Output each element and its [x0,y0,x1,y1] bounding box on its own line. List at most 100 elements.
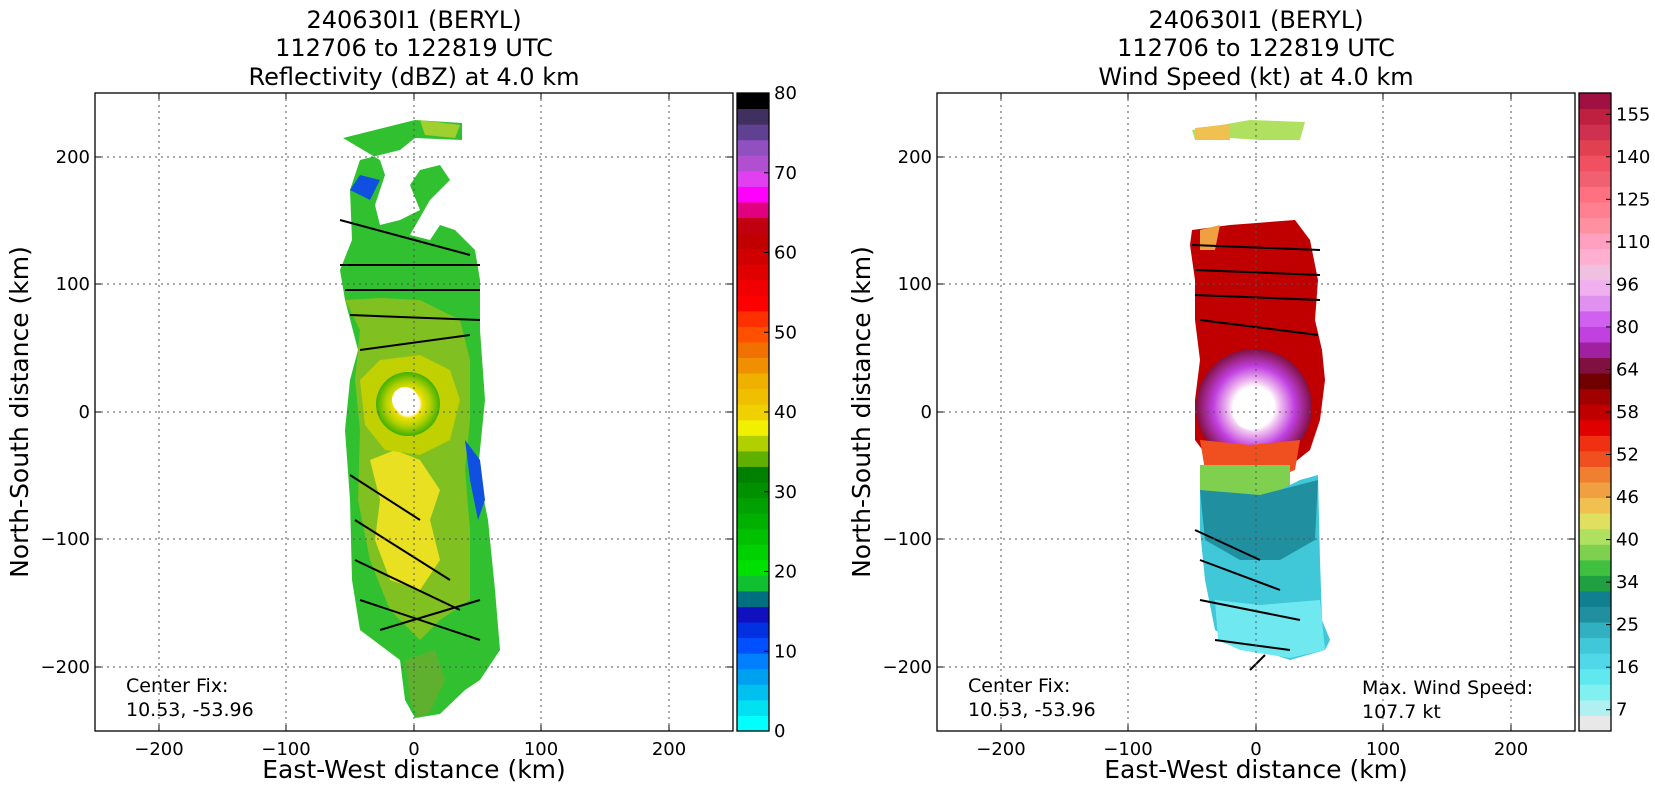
colorbar-tick-label: 40 [1616,530,1639,551]
colorbar-swatch [737,170,769,187]
panel1-title-line3: Reflectivity (dBZ) at 4.0 km [249,63,580,91]
colorbar-swatch [1579,404,1611,421]
panel-wind-speed: 240630I1 (BERYL) 112706 to 122819 UTC Wi… [847,6,1650,784]
colorbar-swatch [1579,544,1611,561]
colorbar-tick-label: 0 [774,721,785,742]
colorbar-tick-label: 7 [1616,700,1627,721]
colorbar-swatch [1579,295,1611,312]
colorbar-tick-label: 16 [1616,657,1639,678]
colorbar-swatch [1579,357,1611,374]
panel1-xtick-label: 200 [652,739,686,760]
max-wind-speed-value: 107.7 kt [1362,701,1441,723]
colorbar-swatch [1579,108,1611,125]
colorbar-swatch [737,482,769,499]
colorbar-tick-label: 10 [774,641,797,662]
colorbar-swatch [1579,419,1611,436]
colorbar-swatch [1579,684,1611,701]
panel2-xtick-label: −200 [976,739,1025,760]
colorbar-swatch [737,373,769,390]
colorbar-swatch [1579,450,1611,467]
colorbar-swatch [737,124,769,141]
colorbar-swatch [1579,93,1611,110]
wind-speed-colorbar-ticks: 7 16 25 34 40 46 52 58 64 80 96 110 125 140 155 [1606,104,1650,721]
colorbar-swatch [1579,637,1611,654]
colorbar-tick-label: 52 [1616,445,1639,466]
colorbar-tick-label: 30 [774,482,797,503]
colorbar-swatch [1579,668,1611,685]
panel1-title-line2: 112706 to 122819 UTC [275,34,553,62]
panel1-ytick-label: −200 [41,657,90,678]
colorbar-swatch [737,435,769,452]
panel1-xtick-label: −200 [134,739,183,760]
colorbar-tick-label: 80 [774,83,797,104]
colorbar-swatch [1579,186,1611,203]
colorbar-tick-label: 70 [774,163,797,184]
panel1-xtick-label: −100 [261,739,310,760]
colorbar-tick-label: 140 [1616,147,1650,168]
colorbar-swatch [1579,155,1611,172]
colorbar-swatch [737,513,769,530]
panel2-ytick-label: −100 [883,529,932,550]
colorbar-swatch [1579,341,1611,359]
colorbar-swatch [737,404,769,421]
colorbar-swatch [737,326,769,343]
colorbar-swatch [737,590,769,608]
panel2-x-axis-label: East-West distance (km) [1104,755,1408,784]
colorbar-swatch [737,653,769,670]
colorbar-swatch [1579,575,1611,592]
colorbar-swatch [737,575,769,592]
colorbar-swatch [1579,653,1611,670]
panel2-ytick-label: 0 [921,402,932,423]
colorbar-tick-label: 125 [1616,189,1650,210]
panel1-y-axis-label: North-South distance (km) [5,246,34,578]
panel1-x-axis-label: East-West distance (km) [262,755,566,784]
colorbar-swatch [1579,279,1611,296]
colorbar-swatch [1579,622,1611,639]
colorbar-swatch [1579,388,1611,405]
colorbar-tick-label: 60 [774,243,797,264]
colorbar-swatch [1579,326,1611,343]
colorbar-tick-label: 96 [1616,274,1639,295]
colorbar-swatch [737,559,769,576]
colorbar-swatch [737,668,769,685]
panel1-grid [95,93,733,731]
reflectivity-field [339,120,500,718]
colorbar-swatch [737,108,769,125]
colorbar-swatch [737,217,769,234]
colorbar-swatch [737,186,769,203]
colorbar-swatch [1579,139,1611,156]
colorbar-tick-label: 58 [1616,402,1639,423]
colorbar-swatch [1579,373,1611,390]
colorbar-swatch [1579,310,1611,327]
panel1-xtick-label: 100 [524,739,558,760]
colorbar-swatch [737,264,769,281]
colorbar-swatch [737,93,769,110]
panel2-ytick-label: 100 [898,274,932,295]
colorbar-tick-label: 155 [1616,104,1650,125]
wind-speed-field [1190,120,1330,671]
colorbar-swatch [1579,497,1611,514]
colorbar-swatch [1579,264,1611,281]
colorbar-swatch [737,699,769,716]
panel2-center-fix-label: Center Fix: [968,675,1070,697]
colorbar-swatch [737,544,769,561]
panel2-xtick-label: −100 [1103,739,1152,760]
panel2-xtick-label: 200 [1494,739,1528,760]
colorbar-swatch [737,310,769,327]
colorbar-swatch [1579,124,1611,141]
colorbar-tick-label: 64 [1616,359,1639,380]
reflectivity-colorbar [737,93,769,732]
colorbar-swatch [1579,435,1611,452]
colorbar-swatch [737,684,769,701]
colorbar-tick-label: 25 [1616,615,1639,636]
colorbar-swatch [737,357,769,374]
colorbar-swatch [1579,233,1611,250]
colorbar-swatch [1579,466,1611,483]
colorbar-tick-label: 34 [1616,572,1639,593]
colorbar-swatch [737,528,769,545]
panel-reflectivity: 240630I1 (BERYL) 112706 to 122819 UTC Re… [5,6,797,784]
colorbar-swatch [737,139,769,156]
colorbar-tick-label: 40 [774,402,797,423]
colorbar-tick-label: 20 [774,562,797,583]
